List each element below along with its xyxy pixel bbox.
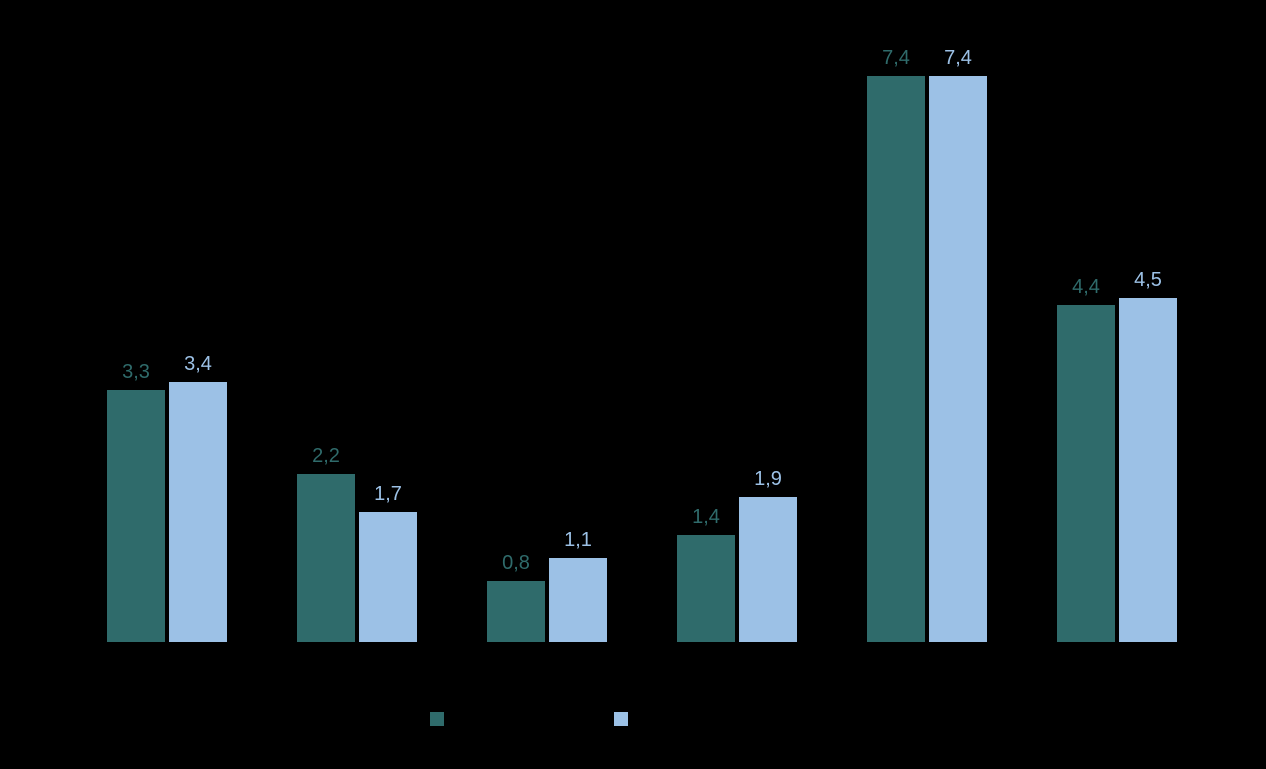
bar-chart: 3,33,42,21,70,81,11,41,97,47,44,44,5 [0,0,1266,769]
bar-s1: 3,3 [107,390,165,642]
bar-value-label: 4,5 [1119,269,1177,292]
bar-group: 0,81,1 [476,30,666,642]
bar-s1: 7,4 [867,76,925,642]
bar-s1: 2,2 [297,474,355,642]
bar-value-label: 0,8 [487,552,545,575]
bar-s2: 7,4 [929,76,987,642]
bar-group: 7,47,4 [856,30,1046,642]
bar-s2: 1,1 [549,558,607,642]
bar-s2: 4,5 [1119,298,1177,642]
legend-swatch [430,712,444,726]
legend-item [430,712,454,726]
bar-value-label: 7,4 [867,47,925,70]
bar-value-label: 1,9 [739,468,797,491]
bar-value-label: 1,7 [359,483,417,506]
legend [430,712,798,726]
bar-group: 4,44,5 [1046,30,1236,642]
bar-s2: 3,4 [169,382,227,642]
bar-value-label: 1,1 [549,529,607,552]
bar-s1: 4,4 [1057,305,1115,642]
bar-value-label: 2,2 [297,445,355,468]
plot-area: 3,33,42,21,70,81,11,41,97,47,44,44,5 [96,30,1226,642]
legend-swatch [614,712,628,726]
bar-value-label: 7,4 [929,47,987,70]
bar-s2: 1,7 [359,512,417,642]
bar-value-label: 3,3 [107,361,165,384]
bar-s1: 1,4 [677,535,735,642]
bar-s2: 1,9 [739,497,797,642]
bar-group: 3,33,4 [96,30,286,642]
bar-group: 2,21,7 [286,30,476,642]
bar-value-label: 4,4 [1057,276,1115,299]
bar-group: 1,41,9 [666,30,856,642]
legend-item [614,712,638,726]
bar-s1: 0,8 [487,581,545,642]
bar-value-label: 3,4 [169,353,227,376]
bar-value-label: 1,4 [677,506,735,529]
